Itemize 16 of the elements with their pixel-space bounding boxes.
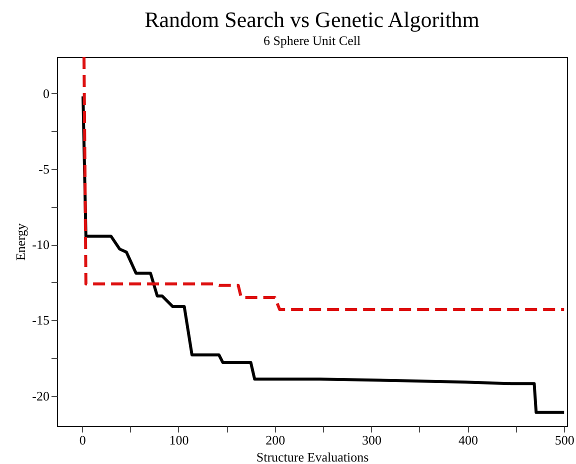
chart-title: Random Search vs Genetic Algorithm — [144, 7, 480, 32]
y-tick-label: -5 — [38, 161, 50, 176]
x-tick-label: 500 — [554, 432, 574, 448]
chart-subtitle: 6 Sphere Unit Cell — [263, 33, 361, 48]
x-tick-label: 0 — [79, 432, 86, 448]
x-tick-label: 300 — [362, 432, 382, 448]
y-tick-label: -10 — [32, 237, 50, 252]
y-tick-label: 0 — [43, 86, 50, 101]
x-tick-label: 400 — [458, 432, 478, 448]
y-tick-label: -20 — [32, 388, 50, 404]
y-tick-label: -15 — [32, 312, 50, 328]
x-axis-title: Structure Evaluations — [256, 450, 369, 464]
x-tick-label: 200 — [266, 432, 286, 448]
line-series — [82, 57, 566, 312]
x-tick-label: 100 — [169, 432, 189, 448]
y-axis-title: Energy — [13, 222, 28, 261]
